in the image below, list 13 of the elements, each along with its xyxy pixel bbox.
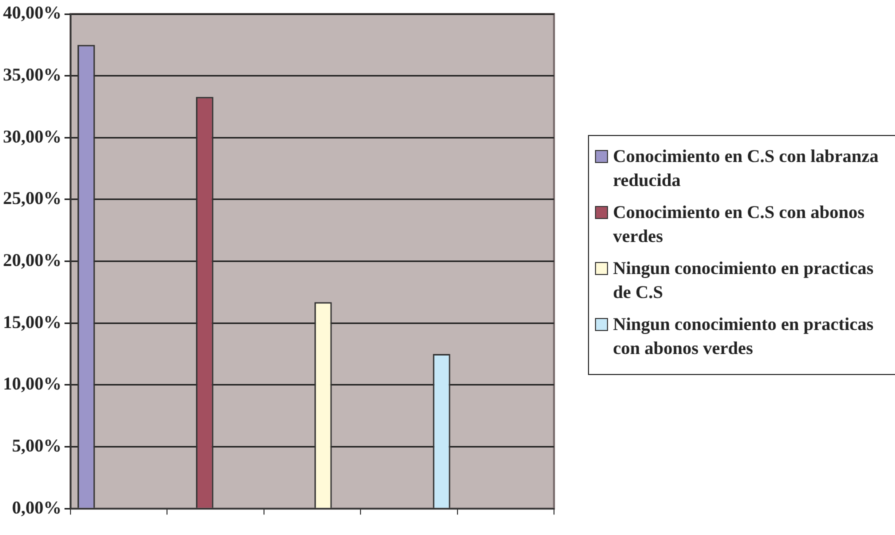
y-tick-label: 30,00% xyxy=(3,126,62,146)
y-tick-label: 20,00% xyxy=(3,250,62,270)
y-tick-label: 35,00% xyxy=(3,64,62,84)
legend-label: Conocimiento en C.S con labranza reducida xyxy=(613,145,880,192)
legend-label: Ningun conocimiento en practicas de C.S xyxy=(613,257,874,304)
legend-label: Ningun conocimiento en practicas con abonos verdes xyxy=(613,313,874,360)
legend-label: Conocimiento en C.S con abonos verdes xyxy=(613,201,866,248)
y-tick-label: 10,00% xyxy=(3,374,62,394)
y-tick-label: 40,00% xyxy=(3,2,62,23)
y-tick-label: 25,00% xyxy=(3,188,62,208)
y-tick-label: 15,00% xyxy=(3,312,62,332)
y-tick-label: 0,00% xyxy=(12,497,62,518)
y-tick-label: 5,00% xyxy=(12,435,62,456)
